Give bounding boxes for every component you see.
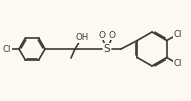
- Text: Cl: Cl: [3, 45, 11, 54]
- Text: S: S: [104, 44, 110, 54]
- Text: Cl: Cl: [174, 30, 182, 39]
- Text: O: O: [108, 31, 116, 39]
- Text: O: O: [99, 31, 105, 39]
- Text: OH: OH: [75, 34, 89, 43]
- Text: Cl: Cl: [174, 59, 182, 68]
